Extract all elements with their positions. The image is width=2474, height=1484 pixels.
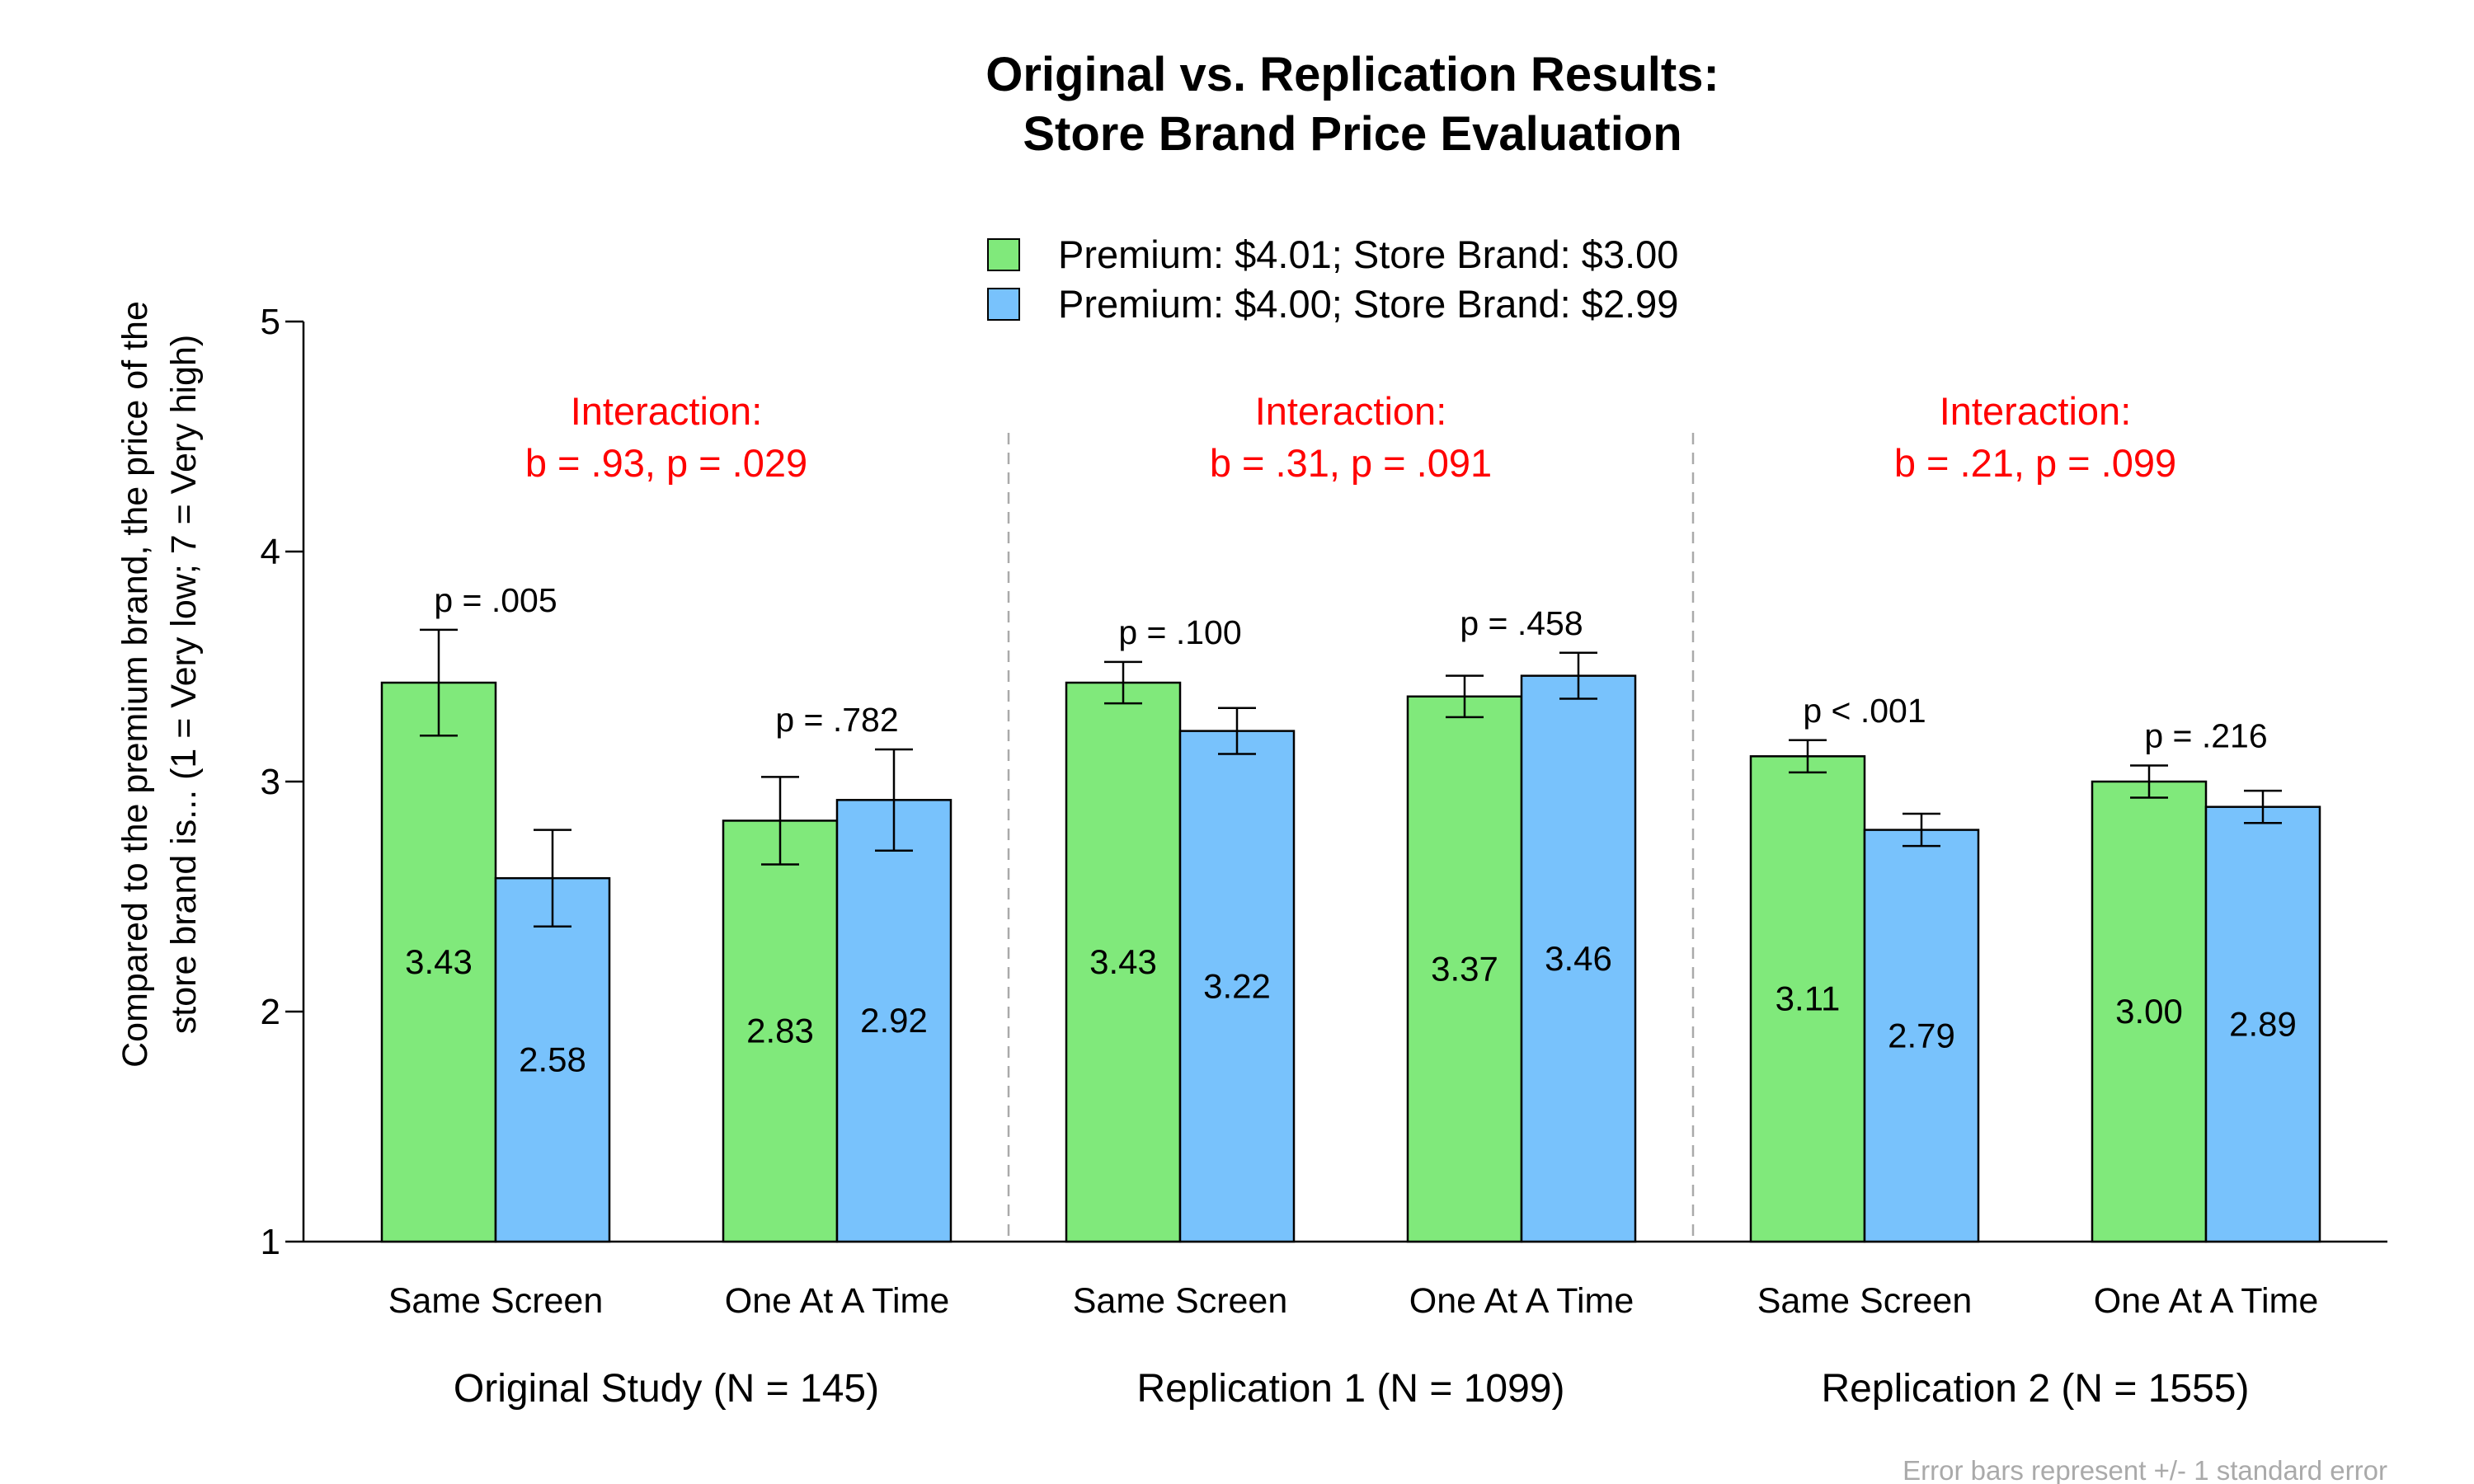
condition-label: One At A Time [2094,1281,2319,1321]
legend-label-series-1: Premium: $4.01; Store Brand: $3.00 [1058,232,1678,276]
bar-series-2 [2204,805,2321,1243]
p-value-label: p = .782 [775,701,898,739]
condition-label: Same Screen [388,1281,604,1321]
p-value-label: p = .100 [1118,613,1241,651]
bar-series-2 [1520,674,1637,1243]
interaction-stats: b = .31, p = .091 [1210,441,1492,485]
chart-title-line-2: Store Brand Price Evaluation [1023,107,1681,161]
data-label: 3.00 [2115,992,2183,1031]
y-axis-label-line-2: store brand is... (1 = Very low; 7 = Ver… [164,335,204,1034]
plot-area: 1 2 3 4 5 Interaction: b = .93, p = .029 Origin… [261,302,2387,1411]
footnote: Error bars represent +/- 1 standard erro… [1903,1455,2387,1484]
y-axis-label-line-1: Compared to the premium brand, the price… [115,301,155,1068]
data-label: 3.43 [405,942,473,981]
bar-series-1 [1749,755,1866,1243]
group-label: Replication 1 (N = 1099) [1137,1367,1565,1411]
data-label: 3.11 [1776,979,1841,1018]
legend: Premium: $4.01; Store Brand: $3.00 Premi… [987,232,1678,326]
interaction-label: Interaction: [1255,389,1447,433]
data-label: 2.89 [2229,1004,2297,1043]
y-tick-label: 2 [261,992,280,1032]
data-label: 2.92 [860,1001,928,1040]
interaction-label: Interaction: [1940,389,2132,433]
bar-series-1 [2091,780,2208,1243]
y-tick-label: 1 [261,1222,280,1262]
data-label: 3.46 [1545,939,1612,978]
bar-series-2 [1863,829,1980,1243]
y-tick-label: 3 [261,762,280,802]
data-label: 2.79 [1888,1016,1955,1054]
bar-series-1 [1065,681,1182,1243]
y-tick-label: 5 [261,302,280,342]
data-label: 2.58 [519,1040,586,1079]
data-label: 3.22 [1203,966,1271,1005]
bar-series-2 [835,799,952,1243]
group-label: Replication 2 (N = 1555) [1822,1367,2250,1411]
data-label: 2.83 [746,1012,814,1050]
p-value-label: p = .216 [2144,716,2267,754]
legend-label-series-2: Premium: $4.00; Store Brand: $2.99 [1058,282,1678,326]
p-value-label: p = .458 [1460,604,1583,642]
y-tick-label: 4 [261,532,280,572]
group-label: Original Study (N = 145) [454,1367,879,1411]
p-value-label: p < .001 [1803,692,1926,730]
bar-series-1 [380,681,497,1243]
bar-series-2 [1178,730,1296,1243]
bar-series-1 [722,819,839,1243]
bar-series-2 [494,876,611,1243]
chart-title-line-1: Original vs. Replication Results: [985,48,1719,101]
interaction-stats: b = .21, p = .099 [1894,441,2176,485]
condition-label: One At A Time [725,1281,950,1321]
data-label: 3.37 [1431,949,1498,988]
condition-label: One At A Time [1409,1281,1634,1321]
condition-label: Same Screen [1757,1281,1973,1321]
legend-swatch-series-1 [987,238,1020,271]
interaction-label: Interaction: [571,389,763,433]
data-label: 3.43 [1089,942,1157,981]
interaction-stats: b = .93, p = .029 [525,441,807,485]
legend-swatch-series-2 [987,288,1020,321]
p-value-label: p = .005 [434,581,557,619]
condition-label: Same Screen [1073,1281,1288,1321]
